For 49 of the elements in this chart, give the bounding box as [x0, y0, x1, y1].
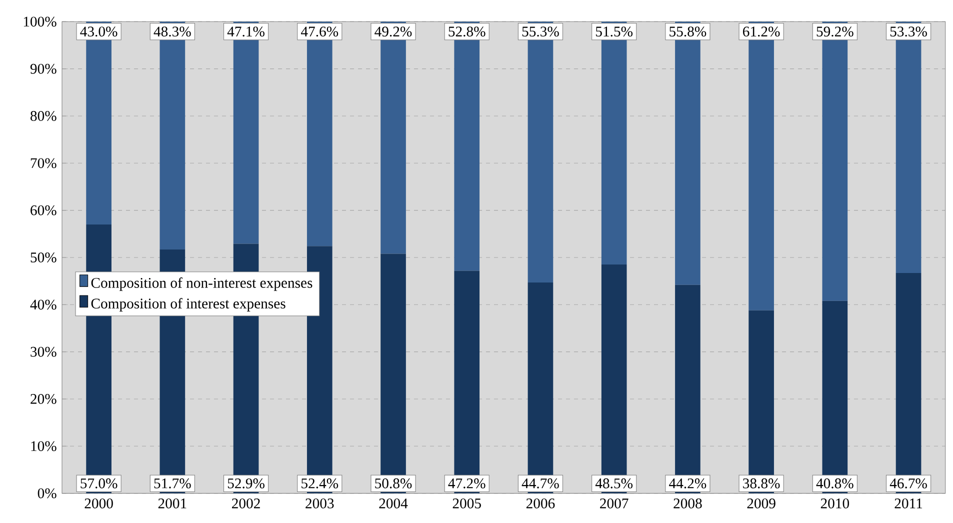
x-tick-label: 2008	[674, 498, 702, 508]
data-label: 53.3%	[890, 26, 927, 37]
data-label: 55.8%	[670, 26, 706, 37]
data-label: 52.4%	[302, 478, 338, 488]
data-label: 47.2%	[448, 478, 486, 488]
data-label: 43.0%	[80, 26, 118, 37]
data-label: 51.5%	[596, 26, 633, 37]
data-label: 40.8%	[816, 478, 854, 488]
y-tick-label: 60%	[30, 205, 56, 216]
data-label: 46.7%	[890, 478, 927, 488]
data-label: 44.2%	[669, 478, 706, 488]
data-label: 38.8%	[743, 478, 780, 488]
data-label: 48.5%	[595, 478, 633, 488]
y-tick-label: 20%	[30, 394, 56, 404]
y-tick-label: 70%	[30, 158, 56, 168]
data-label: 49.2%	[374, 26, 412, 37]
y-tick-label: 0%	[38, 488, 56, 498]
data-label: 48.3%	[154, 26, 191, 37]
legend-label: Composition of non-interest expenses	[91, 277, 312, 291]
data-label: 44.7%	[522, 478, 559, 488]
y-tick-label: 50%	[30, 252, 56, 262]
data-label: 52.8%	[448, 26, 486, 37]
x-tick-label: 2001	[158, 498, 186, 508]
y-tick-label: 30%	[30, 346, 56, 357]
data-label: 52.9%	[228, 478, 264, 488]
data-label: 47.6%	[300, 26, 338, 37]
x-tick-label: 2005	[452, 498, 481, 508]
y-tick-label: 10%	[31, 441, 56, 452]
data-label: 50.8%	[375, 478, 412, 488]
data-label: 47.1%	[227, 26, 264, 37]
y-tick-label: 40%	[30, 300, 56, 310]
y-tick-label: 80%	[30, 111, 56, 121]
x-tick-label: 2006	[526, 498, 555, 508]
data-label: 61.2%	[742, 26, 780, 37]
x-tick-label: 2004	[379, 498, 408, 508]
data-label: 55.3%	[522, 26, 559, 37]
x-tick-label: 2009	[747, 498, 776, 508]
x-tick-label: 2002	[232, 498, 260, 508]
x-tick-label: 2003	[306, 498, 334, 508]
data-label: 51.7%	[154, 478, 191, 488]
x-tick-label: 2010	[820, 498, 850, 508]
x-tick-label: 2007	[600, 498, 628, 508]
y-tick-label: 90%	[30, 64, 56, 74]
data-label: 59.2%	[816, 26, 854, 37]
legend-label: Composition of interest expenses	[91, 298, 286, 312]
x-tick-label: 2000	[84, 498, 113, 508]
x-tick-label: 2011	[894, 498, 922, 508]
data-label: 57.0%	[80, 478, 118, 488]
y-tick-label: 100%	[24, 16, 56, 27]
